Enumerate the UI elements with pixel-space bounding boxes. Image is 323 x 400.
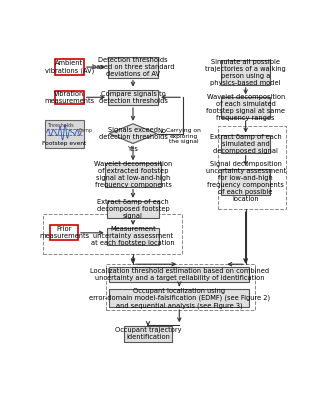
FancyBboxPatch shape — [55, 90, 84, 104]
Text: Wavelet decomposition
of extracted footstep
signal at low-and-high
frequency com: Wavelet decomposition of extracted foots… — [94, 161, 172, 188]
Text: Wavelet decomposition
of each simulated
footstep signal at same
frequency ranges: Wavelet decomposition of each simulated … — [206, 94, 285, 121]
Text: Thresholds: Thresholds — [47, 122, 74, 128]
FancyBboxPatch shape — [45, 120, 84, 148]
Text: No: No — [158, 128, 167, 134]
FancyBboxPatch shape — [109, 289, 249, 307]
Text: Yes: Yes — [128, 146, 139, 152]
FancyBboxPatch shape — [124, 326, 172, 342]
Text: Signal decomposition
uncertainty assessment
for low-and-high
frequency component: Signal decomposition uncertainty assessm… — [205, 161, 286, 202]
FancyBboxPatch shape — [221, 60, 270, 85]
FancyBboxPatch shape — [50, 226, 78, 240]
Text: Extract δamp of each
simulated and
decomposed signal: Extract δamp of each simulated and decom… — [210, 134, 282, 154]
FancyBboxPatch shape — [221, 169, 270, 195]
FancyBboxPatch shape — [107, 201, 159, 218]
Text: Occupant trajectory
identification: Occupant trajectory identification — [115, 327, 181, 340]
Text: Vibration
measurements: Vibration measurements — [44, 91, 94, 104]
Text: Simulate all possible
trajectories of a walking
person using a
physics-based mod: Simulate all possible trajectories of a … — [205, 59, 286, 86]
FancyBboxPatch shape — [221, 136, 270, 153]
Text: Ambient
vibrations (AV): Ambient vibrations (AV) — [45, 60, 94, 74]
FancyBboxPatch shape — [105, 163, 161, 186]
Text: Compare signals to
detection thresholds: Compare signals to detection thresholds — [99, 91, 167, 104]
Text: Occupant localization using
error-domain model-falsification (EDMF) (see Figure : Occupant localization using error-domain… — [89, 288, 270, 308]
FancyBboxPatch shape — [55, 59, 84, 75]
Text: Measurement
uncertainty assessment
at each footstep location: Measurement uncertainty assessment at ea… — [91, 226, 175, 246]
Polygon shape — [109, 124, 157, 144]
Text: Signals exceed
detection thresholds: Signals exceed detection thresholds — [99, 127, 167, 140]
FancyBboxPatch shape — [107, 228, 159, 245]
FancyBboxPatch shape — [108, 90, 158, 105]
Text: Detection thresholds
based on three standard
deviations of AV: Detection thresholds based on three stan… — [92, 57, 174, 77]
Text: Footstep event: Footstep event — [42, 141, 86, 146]
FancyBboxPatch shape — [221, 97, 270, 118]
Text: Extract δamp of each
decomposed footstep
signal: Extract δamp of each decomposed footstep… — [97, 199, 169, 219]
Text: Localization threshold estimation based on combined
uncertainty and a target rel: Localization threshold estimation based … — [90, 268, 269, 281]
Text: Prior
measurements: Prior measurements — [39, 226, 89, 239]
Text: Carrying on
exploring
the signal: Carrying on exploring the signal — [166, 128, 201, 144]
FancyBboxPatch shape — [109, 267, 249, 282]
Text: δamp: δamp — [79, 128, 93, 133]
FancyBboxPatch shape — [108, 57, 158, 78]
